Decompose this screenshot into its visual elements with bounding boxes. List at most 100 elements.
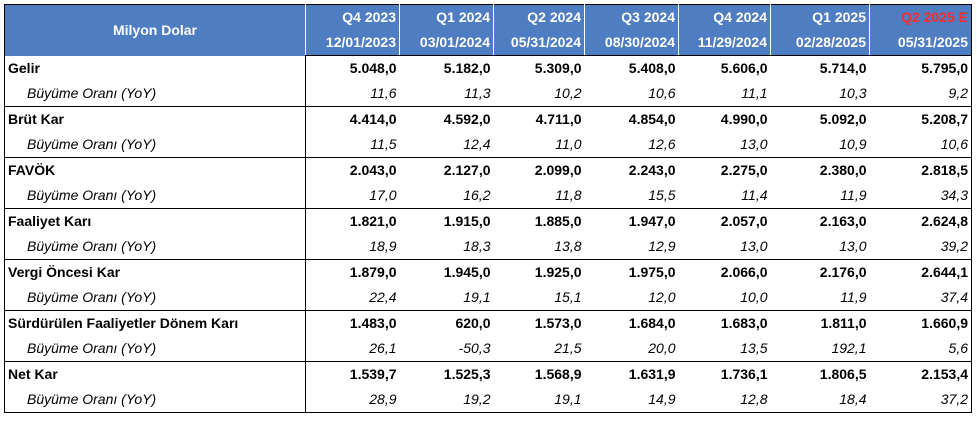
value-cell: 1.975,0	[628, 264, 676, 280]
growth-cell: 13,0	[678, 234, 771, 260]
growth-cell: 11,6	[305, 81, 400, 107]
value-cell: 5.092,0	[819, 111, 867, 127]
value-cell: 1.684,0	[628, 315, 676, 331]
growth-cell: 9,2	[869, 81, 972, 107]
growth-label: Büyüme Oranı (YoY)	[4, 234, 306, 260]
growth-cell: 15,5	[584, 183, 679, 209]
growth-cell: 13,0	[678, 132, 771, 158]
growth-row: Büyüme Oranı (YoY) 18,9 18,3 13,8 12,9 13,0 13…	[4, 234, 972, 260]
growth-cell: -50,3	[399, 336, 494, 362]
growth-cell: 26,1	[305, 336, 400, 362]
period-quarter: Q1 2025	[770, 4, 870, 30]
value-cell: 2.624,8	[921, 213, 968, 229]
value-cell: 1.573,0	[534, 315, 582, 331]
growth-row: Büyüme Oranı (YoY) 28,9 19,2 19,1 14,9 12,8 18…	[4, 387, 972, 413]
value-cell: 5.182,0	[443, 60, 491, 76]
growth-cell: 13,5	[678, 336, 771, 362]
growth-cell: 21,5	[493, 336, 585, 362]
row-label: Vergi Öncesi Kar	[4, 259, 306, 285]
growth-cell: 19,1	[399, 285, 494, 311]
growth-cell: 12,0	[584, 285, 679, 311]
row-label: Gelir	[4, 55, 306, 81]
table-row: Brüt Kar 4.414,0 4.592,0 4.711,0 4.854,0 4.99…	[4, 106, 972, 132]
growth-cell: 18,3	[399, 234, 494, 260]
value-cell: 1.945,0	[443, 264, 491, 280]
growth-cell: 16,2	[399, 183, 494, 209]
value-cell: 5.309,0	[534, 60, 582, 76]
value-cell: 2.644,1	[921, 264, 968, 280]
growth-cell: 37,4	[869, 285, 972, 311]
growth-cell: 11,0	[493, 132, 585, 158]
growth-cell: 14,9	[584, 387, 679, 413]
growth-label: Büyüme Oranı (YoY)	[4, 387, 306, 413]
growth-cell: 10,2	[493, 81, 585, 107]
row-label: FAVÖK	[4, 157, 306, 183]
table-row: Vergi Öncesi Kar 1.879,0 1.945,0 1.925,0 1.9…	[4, 259, 972, 285]
header-row-dates: 12/01/2023 03/01/2024 05/31/2024 08/30/2…	[5, 30, 972, 56]
period-quarter: Q2 2025 E	[869, 4, 972, 30]
period-date: 02/28/2025	[770, 30, 870, 56]
value-cell: 1.568,9	[534, 366, 582, 382]
growth-label: Büyüme Oranı (YoY)	[4, 183, 306, 209]
value-cell: 1.660,9	[921, 315, 968, 331]
table-row: Gelir 5.048,0 5.182,0 5.309,0 5.408,0 5.606,0…	[4, 55, 972, 81]
value-cell: 2.153,4	[921, 366, 968, 382]
period-quarter: Q3 2024	[584, 4, 679, 30]
growth-cell: 18,4	[770, 387, 870, 413]
growth-cell: 11,9	[770, 285, 870, 311]
growth-label: Büyüme Oranı (YoY)	[4, 336, 306, 362]
value-cell: 2.380,0	[819, 162, 867, 178]
growth-row: Büyüme Oranı (YoY) 22,4 19,1 15,1 12,0 10,0 11…	[4, 285, 972, 311]
value-cell: 4.990,0	[720, 111, 768, 127]
growth-label: Büyüme Oranı (YoY)	[4, 132, 306, 158]
growth-label: Büyüme Oranı (YoY)	[4, 81, 306, 107]
growth-cell: 11,5	[305, 132, 400, 158]
value-cell: 2.099,0	[534, 162, 582, 178]
value-cell: 1.925,0	[534, 264, 582, 280]
growth-cell: 19,1	[493, 387, 585, 413]
period-date: 11/29/2024	[678, 30, 771, 56]
table-body: Gelir 5.048,0 5.182,0 5.309,0 5.408,0 5.606,0…	[4, 55, 972, 413]
value-cell: 4.592,0	[443, 111, 491, 127]
growth-cell: 11,8	[493, 183, 585, 209]
growth-cell: 10,6	[869, 132, 972, 158]
growth-cell: 12,4	[399, 132, 494, 158]
period-quarter: Q2 2024	[493, 4, 585, 30]
growth-row: Büyüme Oranı (YoY) 11,6 11,3 10,2 10,6 11,1 10…	[4, 81, 972, 107]
value-cell: 1.806,5	[819, 366, 867, 382]
growth-cell: 11,4	[678, 183, 771, 209]
value-cell: 1.821,0	[349, 213, 397, 229]
growth-cell: 13,0	[770, 234, 870, 260]
value-cell: 5.048,0	[349, 60, 397, 76]
value-cell: 2.163,0	[819, 213, 867, 229]
growth-cell: 11,1	[678, 81, 771, 107]
value-cell: 1.736,1	[720, 366, 768, 382]
value-cell: 620,0	[455, 315, 491, 331]
value-cell: 4.854,0	[628, 111, 676, 127]
growth-cell: 12,6	[584, 132, 679, 158]
period-quarter: Q4 2023	[305, 4, 400, 30]
growth-row: Büyüme Oranı (YoY) 17,0 16,2 11,8 15,5 11,4 11…	[4, 183, 972, 209]
growth-cell: 12,8	[678, 387, 771, 413]
row-label: Sürdürülen Faaliyetler Dönem Karı	[4, 310, 306, 336]
growth-cell: 11,3	[399, 81, 494, 107]
growth-label: Büyüme Oranı (YoY)	[4, 285, 306, 311]
growth-cell: 28,9	[305, 387, 400, 413]
value-cell: 5.208,7	[921, 111, 968, 127]
value-cell: 5.408,0	[628, 60, 676, 76]
growth-cell: 5,6	[869, 336, 972, 362]
period-date: 05/31/2025	[869, 30, 972, 56]
value-cell: 2.243,0	[628, 162, 676, 178]
value-cell: 1.811,0	[820, 315, 867, 331]
value-cell: 4.414,0	[349, 111, 397, 127]
period-date: 03/01/2024	[399, 30, 494, 56]
table-row: FAVÖK 2.043,0 2.127,0 2.099,0 2.243,0 2.275,0…	[4, 157, 972, 183]
value-cell: 2.043,0	[349, 162, 397, 178]
period-quarter: Q4 2024	[678, 4, 771, 30]
value-cell: 1.483,0	[349, 315, 397, 331]
corner-label: Milyon Dolar	[4, 4, 306, 56]
growth-cell: 18,9	[305, 234, 400, 260]
growth-cell: 34,3	[869, 183, 972, 209]
growth-cell: 12,9	[584, 234, 679, 260]
growth-cell: 10,0	[678, 285, 771, 311]
